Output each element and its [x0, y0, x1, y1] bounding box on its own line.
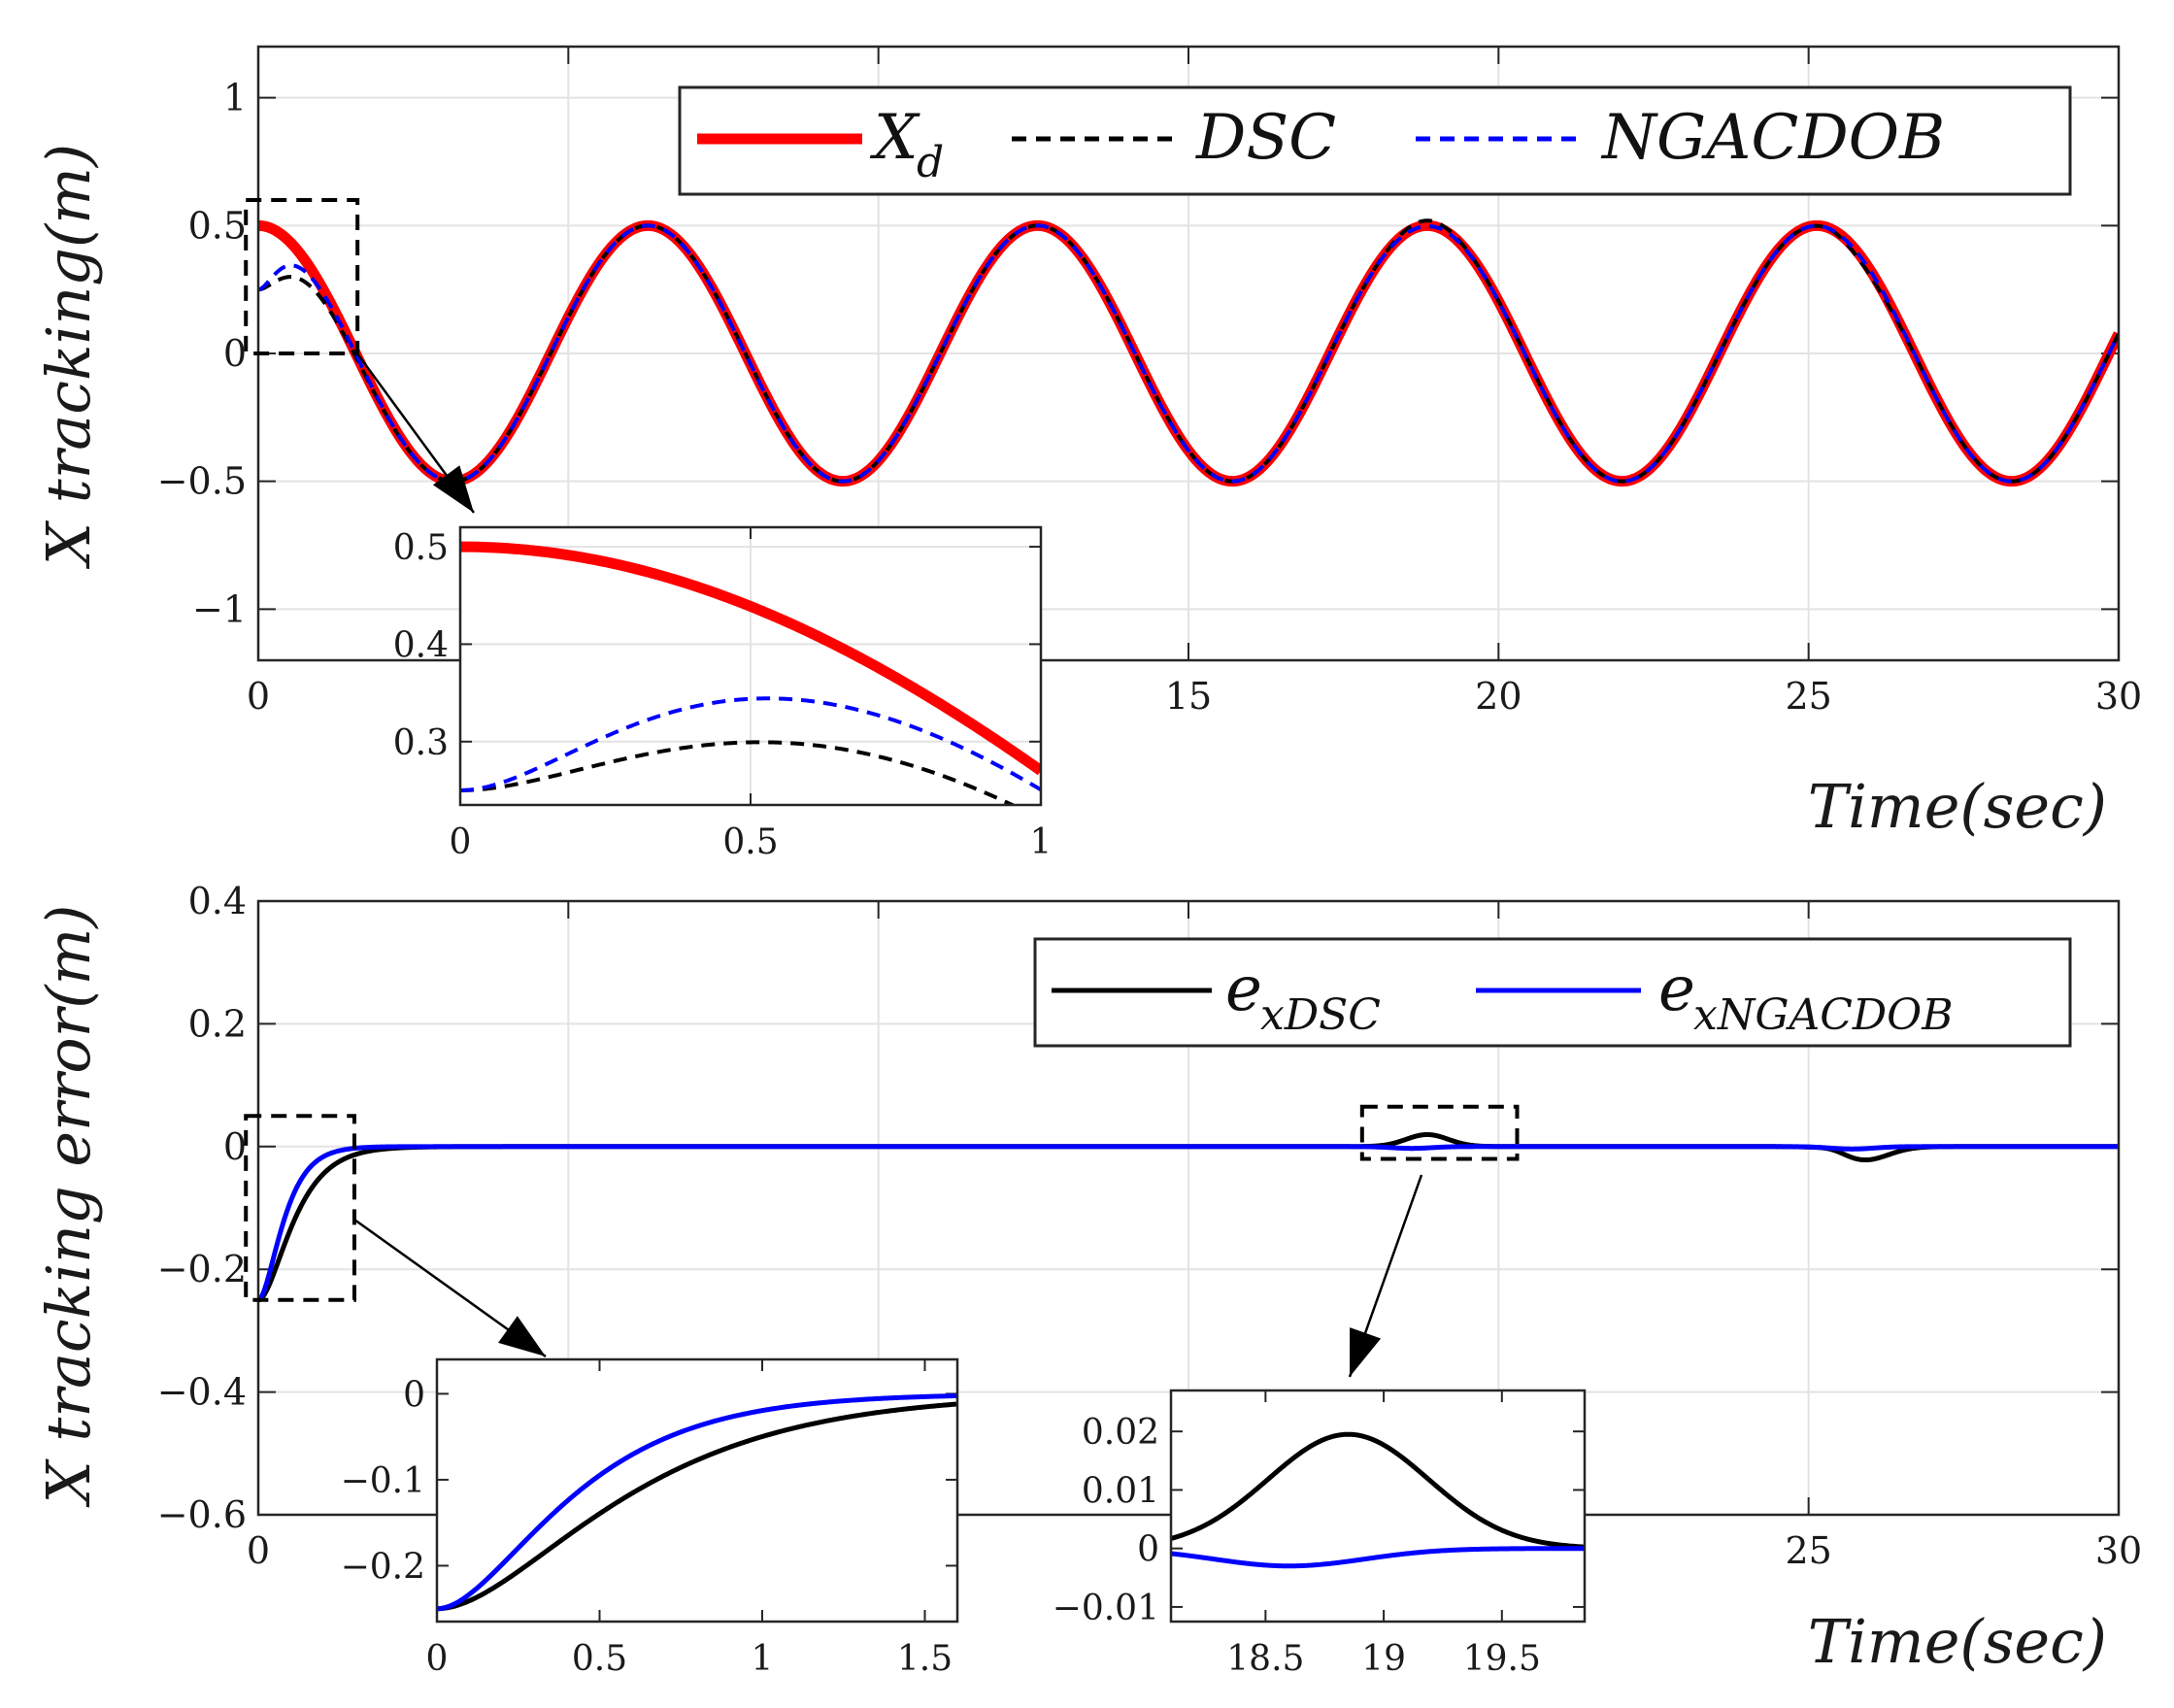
top-inset-series	[460, 541, 1041, 805]
bottom-xtick-label: 30	[2095, 1529, 2142, 1572]
top-legend-box	[678, 85, 2072, 196]
bottom-ytick-label: 0.2	[188, 1002, 247, 1045]
top-xtick-label: 15	[1165, 675, 1212, 718]
top-xlabel: Time(sec)	[1808, 771, 2107, 842]
top-xtick-label: 20	[1475, 675, 1522, 718]
bottom-inset-right-plot-area	[1171, 1390, 1585, 1622]
bottom-inset-left-xtick-label: 1	[752, 1639, 774, 1679]
top-inset-axes-frame	[458, 525, 1043, 807]
top-ytick-label: 1	[223, 77, 247, 119]
bottom-inset-left-xtick-label: 0.5	[572, 1639, 627, 1679]
bottom-inset-left-xtick-label: 0	[426, 1639, 449, 1679]
bottom-zoom-box-left	[244, 1114, 356, 1302]
bottom-inset-left-ytick-label: −0.2	[341, 1547, 425, 1587]
bottom-zoom-arrow-right-head	[1350, 1327, 1382, 1377]
legend-label-e-ngacdob-subscript: xNGACDOB	[1693, 990, 1954, 1040]
bottom-inset-left-ytick-label: −0.1	[341, 1461, 425, 1501]
top-inset-ytick-label: 0.4	[393, 625, 449, 665]
series-line-e-ngacdob	[258, 1144, 2119, 1303]
top-xtick-label: 25	[1785, 675, 1831, 718]
bottom-ytick-label: −0.4	[157, 1371, 247, 1414]
bottom-inset-right-series	[1171, 1431, 1585, 1569]
inset-series-line-dsc	[460, 740, 1018, 805]
top-ytick-label: 0.5	[188, 204, 247, 247]
bottom-inset-left: 0 0.5 1 1.5 0 −0.1 −0.2	[341, 1357, 959, 1679]
legend-label-xd: X	[869, 102, 920, 174]
top-inset-xtick-label: 0	[450, 822, 472, 862]
top-ytick-label: 0	[223, 332, 247, 375]
bottom-inset-right: 18.5 19 19.5 0.02 0.01 0 −0.01	[1053, 1389, 1587, 1679]
bottom-ytick-label: −0.6	[157, 1493, 247, 1536]
bottom-inset-left-axes-frame	[435, 1357, 959, 1624]
inset-series-line-xd	[460, 541, 1041, 776]
top-inset-ytick-label: 0.5	[393, 528, 449, 568]
bottom-xtick-label: 25	[1785, 1529, 1831, 1572]
bottom-inset-left-series	[437, 1392, 957, 1612]
bottom-series-group	[258, 1131, 2119, 1303]
inset-series-line-e-dsc	[1171, 1431, 1585, 1550]
bottom-ytick-label: 0.4	[188, 880, 247, 922]
top-ylabel: X tracking(m)	[33, 144, 104, 569]
legend-label-e-ngacdob: e	[1658, 954, 1695, 1025]
bottom-inset-right-axes-frame	[1169, 1389, 1587, 1624]
top-series-group	[258, 218, 2119, 487]
bottom-inset-right-xtick-label: 19.5	[1463, 1639, 1541, 1679]
bottom-inset-right-ytick-label: −0.01	[1053, 1589, 1159, 1628]
top-inset-ytick-label: 0.3	[393, 723, 449, 763]
bottom-zoom-arrow-left-head	[498, 1316, 546, 1356]
bottom-inset-right-xtick-label: 18.5	[1226, 1639, 1304, 1679]
top-xtick-label: 30	[2095, 675, 2142, 718]
top-inset-xtick-label: 0.5	[722, 822, 778, 862]
top-zoom-arrow-head	[432, 465, 474, 513]
bottom-inset-right-ytick-label: 0.01	[1082, 1471, 1159, 1511]
inset-series-line-e-dsc	[437, 1401, 957, 1612]
top-ytick-label: −0.5	[157, 460, 247, 503]
bottom-xtick-label: 0	[247, 1529, 270, 1572]
legend-label-ngacdob: NGACDOB	[1600, 102, 1945, 174]
bottom-ytick-label: −0.2	[157, 1248, 247, 1290]
bottom-inset-left-plot-area	[437, 1359, 957, 1622]
bottom-ytick-label: 0	[223, 1125, 247, 1168]
bottom-inset-left-xtick-label: 1.5	[897, 1639, 953, 1679]
inset-series-line-e-ngacdob	[1171, 1546, 1585, 1569]
top-chart: Xd DSC NGACDOB 0 15 20 25 30 1 0.5 0 −0.5 −1 Time(sec…	[33, 45, 2142, 862]
inset-series-line-e-ngacdob	[437, 1392, 957, 1612]
top-inset: 0 0.5 1 0.5 0.4 0.3	[393, 525, 1053, 862]
legend-label-dsc: DSC	[1195, 102, 1336, 174]
top-inset-xtick-label: 1	[1030, 822, 1053, 862]
top-ytick-label: −1	[192, 587, 247, 630]
legend-label-xd-subscript: d	[917, 138, 944, 187]
bottom-inset-right-xtick-label: 19	[1361, 1639, 1406, 1679]
top-xtick-label: 0	[247, 675, 270, 718]
bottom-inset-right-ytick-label: 0.02	[1082, 1413, 1159, 1453]
top-legend: Xd DSC NGACDOB	[678, 85, 2072, 196]
inset-series-line-ngacdob	[460, 696, 1041, 792]
bottom-zoom-box-right	[1359, 1104, 1520, 1161]
legend-label-e-dsc: e	[1225, 954, 1262, 1025]
bottom-inset-left-ytick-label: 0	[403, 1375, 425, 1415]
bottom-inset-right-ytick-label: 0	[1137, 1530, 1159, 1570]
bottom-ylabel: X tracking error(m)	[33, 905, 104, 1508]
legend-label-e-dsc-subscript: xDSC	[1260, 990, 1381, 1040]
bottom-xlabel: Time(sec)	[1808, 1606, 2107, 1677]
series-line-ngacdob	[258, 223, 2119, 484]
top-zoom-box	[244, 198, 360, 355]
